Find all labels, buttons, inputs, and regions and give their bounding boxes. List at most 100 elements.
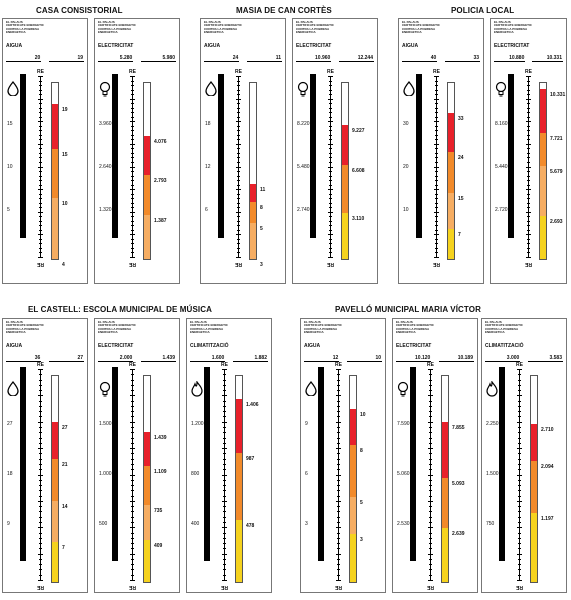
tube-segment [442, 478, 448, 528]
ruler-tick [130, 553, 135, 555]
ruler-tick [131, 442, 134, 444]
ruler-tick [329, 125, 332, 127]
ruler-tick [223, 532, 226, 534]
consumption-tube [235, 375, 243, 583]
ruler-tick [236, 143, 241, 145]
ruler-tick [329, 139, 332, 141]
header-line: CONTRA LA POBRESA [396, 326, 430, 331]
ruler-tick [337, 485, 340, 487]
ruler-tick [131, 238, 134, 240]
ruler-tick [39, 511, 42, 513]
header-line: CERTIFICATE ENERGETIC [190, 323, 228, 328]
ruler-tick [223, 516, 226, 518]
ruler-tick [131, 495, 134, 497]
header-line: EL PALAUS [485, 320, 502, 324]
ruler-tick [39, 216, 42, 218]
tube-value-label: 9.227 [352, 127, 365, 134]
ruler-tick [337, 569, 340, 571]
ruler-tick [38, 474, 43, 476]
ruler-tick [39, 437, 42, 439]
building-title-pavello-maria-victor: PAVELLÓ MUNICIPAL MARIA VÍCTOR [335, 305, 481, 314]
ruler-scale [236, 76, 241, 258]
flame-icon [191, 380, 203, 402]
scale-label: 8.220 [297, 121, 310, 128]
value-right: 10 [346, 355, 382, 362]
ruler-tick [428, 580, 433, 581]
tube-value-label: 5.093 [452, 481, 465, 487]
ruler-tick [237, 252, 240, 254]
consumption-tube [143, 82, 151, 260]
ruler-tick [223, 511, 226, 513]
consumption-tube [341, 82, 349, 260]
ruler-tick [435, 180, 438, 182]
ruler-tick [527, 193, 530, 195]
ruler-tick [518, 390, 521, 392]
ruler-tick [435, 198, 438, 200]
ruler-scale [130, 76, 135, 258]
meter-panel-aigua: EL PALAUS CERTIFICATE ENERGETIC CONTRA LA … [200, 18, 286, 284]
ruler-tick [517, 448, 522, 450]
tube-value-label: 10 [360, 412, 366, 419]
ruler-label-bottom: RE [433, 261, 440, 267]
ruler-tick [39, 94, 42, 96]
drop-icon [7, 380, 19, 401]
panel-header: EL PALAUS CERTIFICATE ENERGETIC CONTRA LA … [190, 320, 228, 335]
meter-values-row: 24 11 [204, 53, 282, 62]
ruler-tick [39, 148, 42, 150]
ruler-tick [527, 184, 530, 186]
ruler-tick [223, 574, 226, 576]
meter-values-row: 12 10 [304, 353, 382, 362]
ruler-tick [329, 243, 332, 245]
ruler-tick [328, 257, 333, 258]
meter-values-row: 10.880 10.331 [494, 53, 563, 62]
meter-panel-electricitat: EL PALAUS CERTIFICATE ENERGETIC CONTRA LA … [94, 18, 180, 284]
ruler-tick [329, 103, 332, 105]
ruler-tick [336, 369, 341, 370]
tube-segment [144, 432, 150, 466]
ruler-label-bottom: RE [525, 261, 532, 267]
building-title-el-castell: EL CASTELL: ESCOLA MUNICIPAL DE MÚSICA [28, 305, 212, 314]
ruler-tick [434, 234, 439, 236]
ruler-tick [337, 490, 340, 492]
header-line: CERTIFICATE ENERGETIC [6, 323, 44, 328]
scale-label: 9 [7, 520, 10, 527]
ruler-tick [131, 247, 134, 249]
ruler-tick [337, 442, 340, 444]
scale-label: 2.720 [495, 206, 508, 213]
ruler-tick [434, 121, 439, 123]
ruler-label-bottom: RE [37, 584, 44, 590]
ruler-tick [518, 400, 521, 402]
ruler-tick [429, 405, 432, 407]
header-line: ENERGETICA [296, 30, 316, 35]
meter-label: AIGUA [204, 43, 221, 49]
ruler-tick [518, 564, 521, 566]
ruler-tick [130, 500, 135, 502]
ruler-tick [337, 506, 340, 508]
ruler-tick [518, 384, 521, 386]
ruler-tick [517, 527, 522, 529]
ruler-tick [434, 189, 439, 191]
value-right: 33 [444, 55, 480, 62]
ruler-tick [223, 400, 226, 402]
tube-segment [448, 152, 454, 194]
ruler-tick [527, 220, 530, 222]
ruler-tick [527, 198, 530, 200]
ruler-tick [435, 103, 438, 105]
ruler-tick [518, 548, 521, 550]
ruler-tick [131, 411, 134, 413]
reference-bar [20, 74, 26, 238]
ruler-tick [337, 379, 340, 381]
ruler-tick [131, 453, 134, 455]
ruler-tick [130, 98, 135, 100]
header-line: CERTIFICATE ENERGETIC [296, 23, 334, 28]
consumption-tube [143, 375, 151, 583]
ruler-tick [39, 537, 42, 539]
ruler-tick [38, 166, 43, 168]
ruler-tick [527, 80, 530, 82]
ruler-tick [518, 479, 521, 481]
value-right: 19 [48, 55, 84, 62]
ruler-label: RE [37, 362, 44, 368]
ruler-tick [223, 453, 226, 455]
ruler-tick [39, 207, 42, 209]
ruler-tick [526, 121, 531, 123]
